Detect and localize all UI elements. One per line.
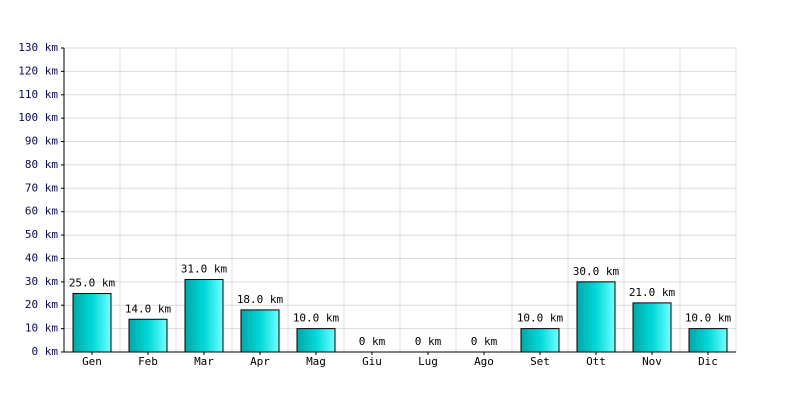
y-tick-label: 120 km [18,64,58,77]
value-label: 10.0 km [685,312,732,325]
bar [576,281,616,353]
x-tick-label: Feb [138,355,158,368]
value-label: 14.0 km [125,302,172,315]
y-tick-label: 70 km [25,181,58,194]
x-tick-label: Giu [362,355,382,368]
bar [128,318,168,353]
bar [72,293,112,353]
x-tick-label: Mar [194,355,214,368]
x-tick-label: Nov [642,355,662,368]
value-label: 10.0 km [517,312,564,325]
y-tick-label: 130 km [18,41,58,54]
value-label: 25.0 km [69,277,116,290]
bar [184,279,224,353]
y-tick-label: 30 km [25,275,58,288]
y-tick-label: 20 km [25,298,58,311]
value-label: 30.0 km [573,265,620,278]
y-tick-label: 10 km [25,322,58,335]
value-label: 10.0 km [293,312,340,325]
bar [632,302,672,353]
x-tick-label: Ago [474,355,494,368]
x-tick-label: Lug [418,355,438,368]
x-tick-label: Dic [698,355,718,368]
y-tick-label: 50 km [25,228,58,241]
y-tick-label: 80 km [25,158,58,171]
value-label: 0 km [471,335,498,348]
x-tick-label: Gen [82,355,102,368]
y-tick-label: 100 km [18,111,58,124]
bar [240,309,280,353]
x-tick-label: Ott [586,355,606,368]
x-tick-label: Mag [306,355,326,368]
y-tick-label: 110 km [18,88,58,101]
y-tick-label: 60 km [25,205,58,218]
value-label: 0 km [415,335,442,348]
y-tick-label: 90 km [25,135,58,148]
value-label: 21.0 km [629,286,676,299]
y-tick-label: 40 km [25,251,58,264]
bar [688,328,728,353]
y-tick-label: 0 km [32,345,59,358]
x-tick-label: Apr [250,355,270,368]
value-label: 18.0 km [237,293,284,306]
value-label: 0 km [359,335,386,348]
bar [520,328,560,353]
bar [296,328,336,353]
value-label: 31.0 km [181,263,228,276]
x-tick-label: Set [530,355,550,368]
